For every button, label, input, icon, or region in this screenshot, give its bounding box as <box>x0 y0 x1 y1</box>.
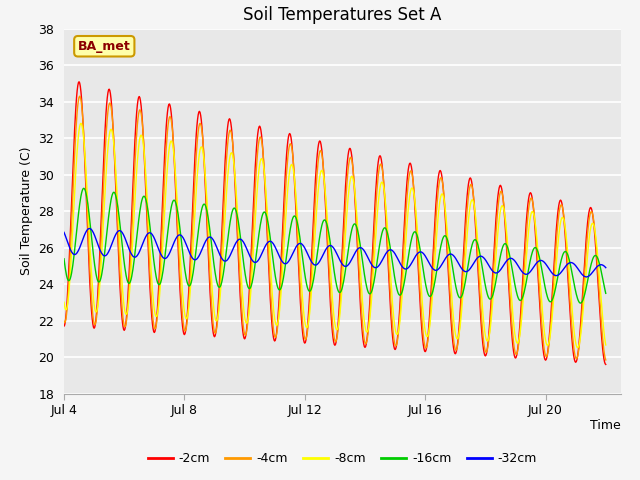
Y-axis label: Soil Temperature (C): Soil Temperature (C) <box>20 147 33 276</box>
Text: Time: Time <box>590 419 621 432</box>
Title: Soil Temperatures Set A: Soil Temperatures Set A <box>243 6 442 24</box>
Legend: -2cm, -4cm, -8cm, -16cm, -32cm: -2cm, -4cm, -8cm, -16cm, -32cm <box>143 447 542 470</box>
Text: BA_met: BA_met <box>78 40 131 53</box>
